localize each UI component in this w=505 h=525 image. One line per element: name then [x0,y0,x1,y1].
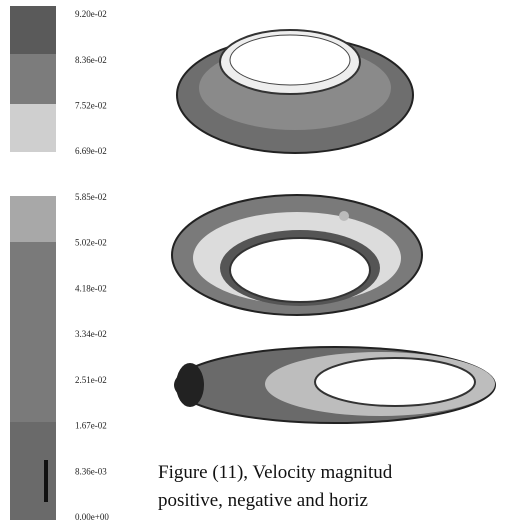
colorbar-label: 5.85e-02 [75,192,107,202]
ellipse [229,237,371,303]
colorbar [10,6,56,520]
contour-top [176,29,414,154]
contour-middle [171,194,423,316]
colorbar-label: 1.67e-02 [75,421,107,431]
ellipse [229,34,351,86]
colorbar-block [10,54,56,104]
colorbar-label: 6.69e-02 [75,146,107,156]
caption-line: positive, negative and horiz [158,490,368,511]
spot [339,211,349,221]
colorbar-label: 5.02e-02 [75,238,107,248]
colorbar-label: 3.34e-02 [75,329,107,339]
colorbar-label: 2.51e-02 [75,375,107,385]
colorbar-mark [44,460,48,502]
colorbar-block [10,104,56,152]
colorbar-block [10,242,56,422]
ellipse [176,363,204,407]
colorbar-label: 4.18e-02 [75,283,107,293]
colorbar-label: 8.36e-03 [75,466,107,476]
colorbar-label: 8.36e-02 [75,55,107,65]
colorbar-label: 9.20e-02 [75,9,107,19]
colorbar-label: 0.00e+00 [75,512,109,522]
contour-bottom [174,346,496,424]
colorbar-label: 7.52e-02 [75,101,107,111]
colorbar-block [10,6,56,54]
caption-line: Figure (11), Velocity magnitud [158,462,393,483]
ellipse [314,357,476,407]
colorbar-labels: 9.20e-02 8.36e-02 7.52e-02 6.69e-02 5.85e-02… [75,9,109,522]
colorbar-block [10,422,56,520]
colorbar-block [10,196,56,242]
